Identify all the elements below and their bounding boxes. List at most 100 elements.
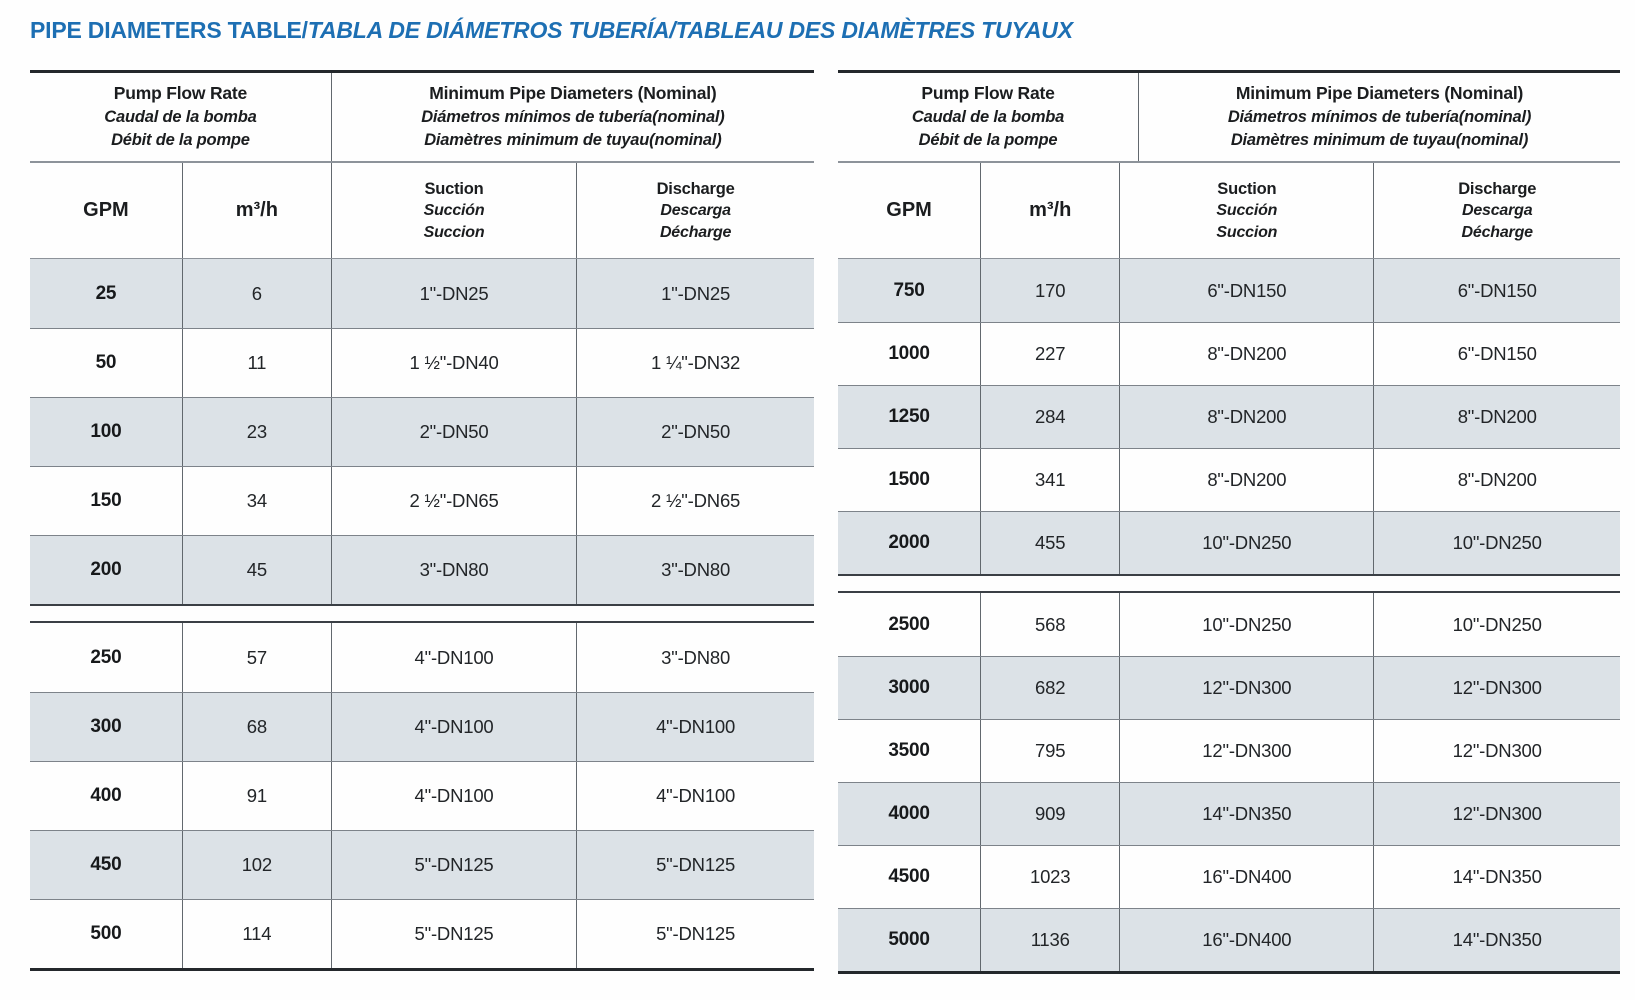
cell-m3h: 170	[981, 259, 1121, 322]
cell-gpm: 3000	[838, 657, 982, 719]
table-row: 100 23 2"-DN50 2"-DN50	[30, 397, 814, 466]
table-row: 3500 795 12"-DN300 12"-DN300	[838, 719, 1620, 782]
cell-discharge: 12"-DN300	[1452, 740, 1542, 761]
column-header-suction: Suction Succión Succion	[332, 163, 578, 258]
cell-discharge: 1 ¼"-DN32	[651, 352, 741, 373]
cell-m3h: 91	[183, 762, 332, 830]
suction-label-es: Succión	[1216, 202, 1278, 220]
cell-gpm: 100	[30, 398, 183, 466]
table-row: 3000 682 12"-DN300 12"-DN300	[838, 656, 1620, 719]
column-header-row: GPM m³/h Suction Succión Succion Dischar…	[30, 163, 814, 258]
cell-m3h: 11	[183, 329, 332, 397]
cell-discharge: 4"-DN100	[656, 785, 736, 806]
group-header-row: Pump Flow Rate Caudal de la bomba Débit …	[838, 70, 1620, 163]
table-row: 400 91 4"-DN100 4"-DN100	[30, 761, 814, 830]
cell-m3h: 1136	[981, 909, 1121, 971]
table-row: 450 102 5"-DN125 5"-DN125	[30, 830, 814, 899]
pump-flow-label-es: Caudal de la bomba	[911, 108, 1065, 126]
cell-gpm: 2500	[838, 593, 982, 656]
cell-discharge: 2"-DN50	[661, 421, 731, 442]
cell-suction: 2 ½"-DN65	[332, 467, 578, 535]
cell-m3h: 682	[981, 657, 1121, 719]
cell-gpm: 1250	[838, 386, 982, 448]
cell-suction: 4"-DN100	[332, 762, 578, 830]
cell-gpm: 750	[838, 259, 982, 322]
cell-suction: 5"-DN125	[332, 831, 578, 899]
cell-gpm: 1000	[838, 323, 982, 385]
table-row: 4500 1023 16"-DN400 14"-DN350	[838, 845, 1620, 908]
cell-m3h: 909	[981, 783, 1121, 845]
cell-gpm: 2000	[838, 512, 982, 574]
cell-m3h: 23	[183, 398, 332, 466]
min-pipe-label-en: Minimum Pipe Diameters (Nominal)	[429, 83, 717, 104]
group-header-pump-flow: Pump Flow Rate Caudal de la bomba Débit …	[30, 73, 332, 161]
cell-discharge: 3"-DN80	[661, 559, 731, 580]
column-header-gpm: GPM	[838, 163, 982, 258]
table-row: 1000 227 8"-DN200 6"-DN150	[838, 322, 1620, 385]
group-header-min-pipe: Minimum Pipe Diameters (Nominal) Diámetr…	[1139, 73, 1620, 161]
page-title: PIPE DIAMETERS TABLE/TABLA DE DIÁMETROS …	[30, 17, 1073, 44]
cell-discharge: 3"-DN80	[661, 646, 731, 668]
cell-discharge: 10"-DN250	[1452, 613, 1542, 635]
group-header-row: Pump Flow Rate Caudal de la bomba Débit …	[30, 70, 814, 163]
cell-suction: 8"-DN200	[1120, 449, 1375, 511]
cell-m3h: 57	[183, 623, 332, 692]
cell-m3h: 102	[183, 831, 332, 899]
cell-discharge: 14"-DN350	[1452, 866, 1542, 887]
column-header-suction: Suction Succión Succion	[1120, 163, 1375, 258]
cell-m3h: 68	[183, 693, 332, 761]
table-row: 1250 284 8"-DN200 8"-DN200	[838, 385, 1620, 448]
min-pipe-label-es: Diámetros mínimos de tubería(nominal)	[1227, 108, 1532, 126]
cell-suction: 12"-DN300	[1120, 720, 1375, 782]
cell-gpm: 3500	[838, 720, 982, 782]
min-pipe-label-fr: Diamètres minimum de tuyau(nominal)	[424, 131, 722, 150]
cell-suction: 5"-DN125	[332, 900, 578, 968]
discharge-label-fr: Décharge	[1461, 223, 1534, 241]
pump-flow-label-en: Pump Flow Rate	[113, 83, 248, 104]
cell-discharge: 12"-DN300	[1452, 677, 1542, 698]
min-pipe-label-fr: Diamètres minimum de tuyau(nominal)	[1230, 131, 1529, 150]
cell-gpm: 25	[30, 259, 183, 328]
pump-flow-label-en: Pump Flow Rate	[921, 83, 1055, 104]
cell-m3h: 341	[981, 449, 1121, 511]
cell-gpm: 300	[30, 693, 183, 761]
table-row: 500 114 5"-DN125 5"-DN125	[30, 899, 814, 968]
cell-suction: 3"-DN80	[332, 536, 578, 604]
suction-label-es: Succión	[423, 202, 485, 220]
cell-m3h: 227	[981, 323, 1121, 385]
cell-suction: 4"-DN100	[332, 623, 578, 692]
page-title-translations: TABLA DE DIÁMETROS TUBERÍA/TABLEAU DES D…	[307, 17, 1073, 43]
suction-label-fr: Succion	[423, 223, 485, 241]
cell-discharge: 10"-DN250	[1452, 532, 1542, 553]
discharge-label-en: Discharge	[1458, 179, 1537, 198]
cell-m3h: 568	[981, 593, 1121, 656]
cell-suction: 14"-DN350	[1120, 783, 1375, 845]
cell-discharge: 4"-DN100	[656, 716, 736, 737]
column-header-gpm: GPM	[30, 163, 183, 258]
min-pipe-label-es: Diámetros mínimos de tubería(nominal)	[421, 108, 725, 126]
discharge-label-es: Descarga	[1461, 202, 1533, 220]
cell-discharge: 14"-DN350	[1452, 929, 1542, 950]
cell-m3h: 34	[183, 467, 332, 535]
column-header-m3h: m³/h	[183, 163, 332, 258]
cell-discharge: 5"-DN125	[656, 854, 736, 875]
m3h-label: m³/h	[235, 199, 278, 221]
cell-suction: 8"-DN200	[1120, 323, 1375, 385]
table-row: 25 6 1"-DN25 1"-DN25	[30, 259, 814, 328]
cell-suction: 10"-DN250	[1120, 512, 1375, 574]
cell-suction: 4"-DN100	[332, 693, 578, 761]
cell-gpm: 5000	[838, 909, 982, 971]
cell-discharge: 8"-DN200	[1457, 406, 1537, 427]
table-body-right: 750 170 6"-DN150 6"-DN150 1000 227 8"-DN200 6"-…	[838, 258, 1620, 974]
cell-m3h: 45	[183, 536, 332, 604]
table-row: 200 45 3"-DN80 3"-DN80	[30, 535, 814, 604]
column-header-m3h: m³/h	[981, 163, 1121, 258]
table-body-left: 25 6 1"-DN25 1"-DN25 50 11 1 ½"-DN40 1 ¼"-DN32 1…	[30, 258, 814, 971]
cell-suction: 10"-DN250	[1120, 593, 1375, 656]
suction-label-fr: Succion	[1216, 223, 1278, 241]
cell-gpm: 200	[30, 536, 183, 604]
table-row: 250 57 4"-DN100 3"-DN80	[30, 623, 814, 692]
cell-gpm: 4500	[838, 846, 982, 908]
table-row: 750 170 6"-DN150 6"-DN150	[838, 259, 1620, 322]
